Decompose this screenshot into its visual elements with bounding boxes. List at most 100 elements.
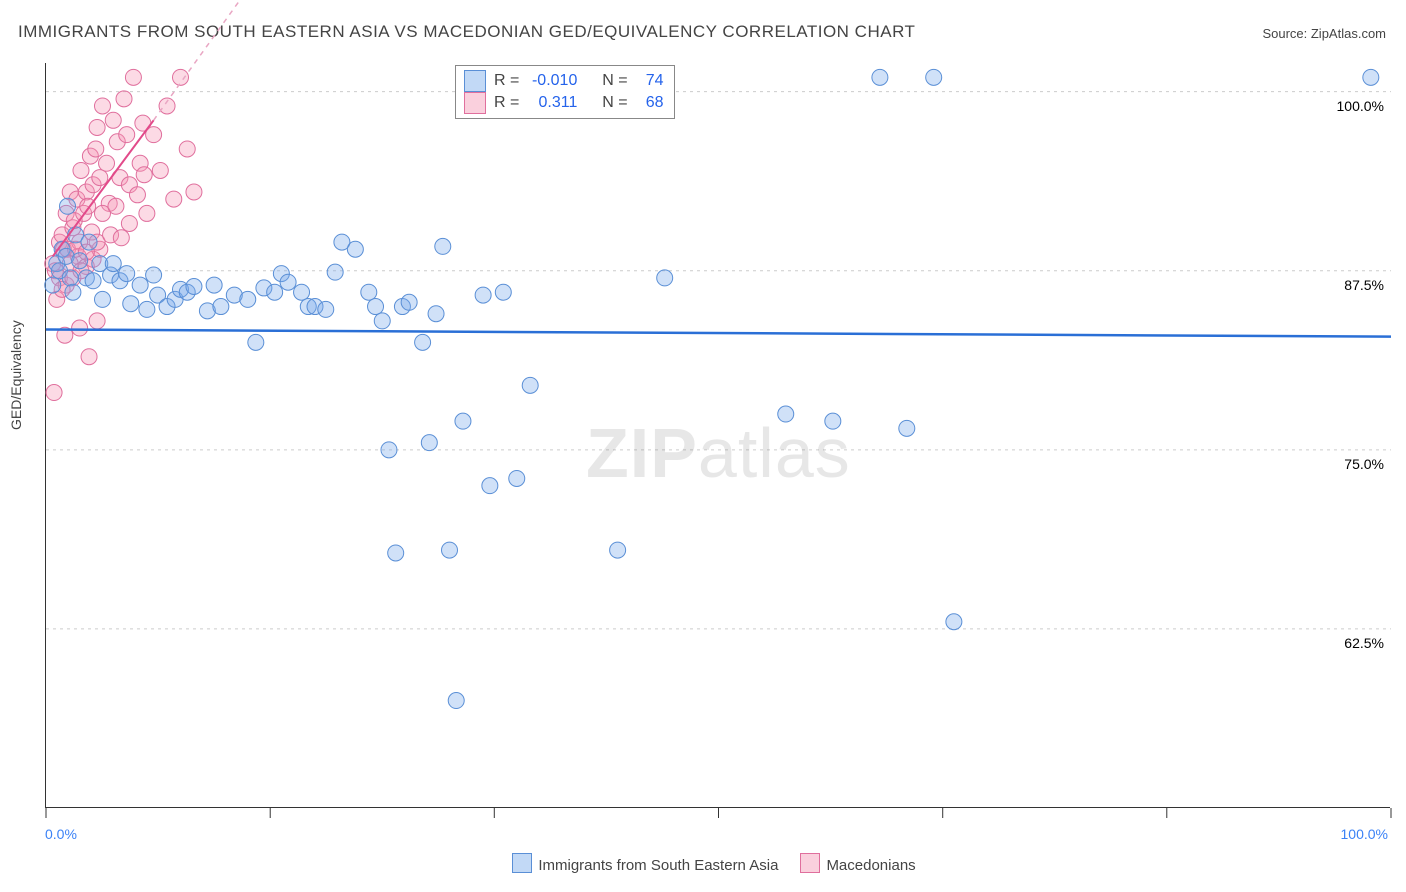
correlation-legend: R =-0.010 N =74R =0.311 N =68 bbox=[455, 65, 675, 119]
scatter-point bbox=[778, 406, 794, 422]
scatter-point bbox=[899, 420, 915, 436]
legend-swatch bbox=[464, 70, 486, 92]
scatter-point bbox=[119, 266, 135, 282]
chart-title: IMMIGRANTS FROM SOUTH EASTERN ASIA VS MA… bbox=[18, 22, 915, 42]
scatter-point bbox=[381, 442, 397, 458]
legend-swatch bbox=[464, 92, 486, 114]
scatter-point bbox=[186, 279, 202, 295]
scatter-point bbox=[347, 241, 363, 257]
scatter-point bbox=[72, 253, 88, 269]
scatter-point bbox=[482, 478, 498, 494]
scatter-point bbox=[94, 291, 110, 307]
scatter-point bbox=[428, 306, 444, 322]
scatter-point bbox=[495, 284, 511, 300]
scatter-point bbox=[368, 299, 384, 315]
scatter-point bbox=[105, 256, 121, 272]
scatter-point bbox=[374, 313, 390, 329]
scatter-point bbox=[401, 294, 417, 310]
scatter-point bbox=[522, 377, 538, 393]
scatter-point bbox=[72, 320, 88, 336]
plot-area: ZIPatlas bbox=[45, 63, 1390, 808]
scatter-point bbox=[442, 542, 458, 558]
scatter-point bbox=[65, 284, 81, 300]
scatter-point bbox=[129, 187, 145, 203]
scatter-point bbox=[657, 270, 673, 286]
scatter-point bbox=[475, 287, 491, 303]
legend-swatch bbox=[800, 853, 820, 873]
scatter-point bbox=[73, 162, 89, 178]
plot-svg bbox=[46, 63, 1390, 807]
scatter-point bbox=[85, 273, 101, 289]
scatter-point bbox=[388, 545, 404, 561]
scatter-point bbox=[327, 264, 343, 280]
scatter-point bbox=[108, 198, 124, 214]
scatter-point bbox=[240, 291, 256, 307]
scatter-point bbox=[45, 277, 61, 293]
scatter-point bbox=[825, 413, 841, 429]
series-legend: Immigrants from South Eastern Asia Macedo… bbox=[0, 853, 1406, 874]
scatter-point bbox=[213, 299, 229, 315]
trend-line-pink-dashed bbox=[154, 0, 241, 120]
scatter-point bbox=[62, 270, 78, 286]
y-tick-label: 75.0% bbox=[1344, 456, 1384, 472]
x-tick-label-max: 100.0% bbox=[1341, 826, 1388, 842]
scatter-point bbox=[610, 542, 626, 558]
scatter-point bbox=[139, 301, 155, 317]
scatter-point bbox=[60, 198, 76, 214]
scatter-point bbox=[361, 284, 377, 300]
scatter-point bbox=[435, 238, 451, 254]
scatter-point bbox=[105, 112, 121, 128]
scatter-point bbox=[872, 69, 888, 85]
scatter-point bbox=[123, 296, 139, 312]
scatter-point bbox=[81, 234, 97, 250]
scatter-point bbox=[136, 167, 152, 183]
scatter-point bbox=[88, 141, 104, 157]
y-tick-label: 62.5% bbox=[1344, 635, 1384, 651]
legend-label: Macedonians bbox=[826, 857, 915, 874]
scatter-point bbox=[280, 274, 296, 290]
scatter-point bbox=[89, 119, 105, 135]
chart-container: IMMIGRANTS FROM SOUTH EASTERN ASIA VS MA… bbox=[0, 0, 1406, 892]
scatter-point bbox=[1363, 69, 1379, 85]
legend-swatch bbox=[512, 853, 532, 873]
scatter-point bbox=[421, 435, 437, 451]
legend-row: R =0.311 N =68 bbox=[464, 92, 664, 114]
scatter-point bbox=[294, 284, 310, 300]
scatter-point bbox=[248, 334, 264, 350]
source-label: Source: ZipAtlas.com bbox=[1262, 26, 1386, 41]
scatter-point bbox=[113, 230, 129, 246]
scatter-point bbox=[152, 162, 168, 178]
trend-line-blue bbox=[46, 329, 1391, 336]
legend-row: R =-0.010 N =74 bbox=[464, 70, 664, 92]
scatter-point bbox=[94, 98, 110, 114]
scatter-point bbox=[99, 155, 115, 171]
scatter-point bbox=[267, 284, 283, 300]
scatter-point bbox=[509, 470, 525, 486]
scatter-point bbox=[121, 215, 137, 231]
scatter-point bbox=[926, 69, 942, 85]
y-axis-label: GED/Equivalency bbox=[8, 320, 24, 430]
x-tick-label-min: 0.0% bbox=[45, 826, 77, 842]
scatter-point bbox=[81, 349, 97, 365]
scatter-point bbox=[139, 205, 155, 221]
scatter-point bbox=[415, 334, 431, 350]
scatter-point bbox=[116, 91, 132, 107]
scatter-point bbox=[186, 184, 202, 200]
scatter-point bbox=[448, 693, 464, 709]
y-tick-label: 87.5% bbox=[1344, 277, 1384, 293]
scatter-point bbox=[206, 277, 222, 293]
scatter-point bbox=[146, 267, 162, 283]
scatter-point bbox=[166, 191, 182, 207]
scatter-point bbox=[132, 277, 148, 293]
scatter-point bbox=[89, 313, 105, 329]
scatter-point bbox=[946, 614, 962, 630]
y-tick-label: 100.0% bbox=[1337, 98, 1384, 114]
scatter-point bbox=[46, 385, 62, 401]
scatter-point bbox=[119, 127, 135, 143]
scatter-point bbox=[455, 413, 471, 429]
scatter-point bbox=[179, 141, 195, 157]
scatter-point bbox=[125, 69, 141, 85]
scatter-point bbox=[318, 301, 334, 317]
legend-label: Immigrants from South Eastern Asia bbox=[538, 857, 778, 874]
scatter-point bbox=[92, 170, 108, 186]
